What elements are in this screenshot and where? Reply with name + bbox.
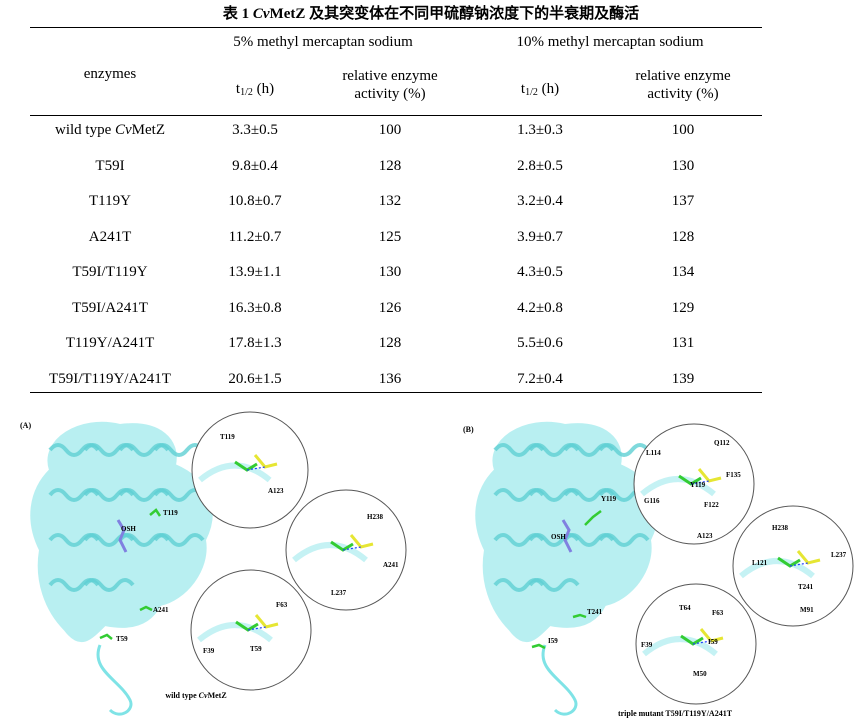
- zoom-label-q112: Q112: [714, 439, 730, 447]
- row-t10: 5.5±0.6: [517, 335, 563, 351]
- row-a5: 128: [378, 335, 402, 351]
- protein-cartoon-b: [475, 421, 658, 716]
- label-a241: A241: [153, 606, 169, 614]
- zoom-label-f39: F39: [641, 641, 653, 649]
- row-t10: 4.2±0.8: [517, 299, 563, 316]
- table-title: 表 1 CvMetZ 及其突变体在不同甲硫醇钠浓度下的半衰期及酶活: [222, 6, 640, 22]
- panel-a-label: (A): [20, 421, 31, 430]
- zoom-label-f39: F39: [203, 647, 215, 655]
- header-thalf-5: t1/2 (h): [235, 81, 275, 98]
- row-enzyme: A241T: [88, 228, 132, 245]
- label-t119: T119: [163, 509, 178, 517]
- zoom-label-h238: H238: [772, 524, 788, 532]
- zoom-circle-y119: [633, 423, 755, 545]
- bottom-rule: [30, 392, 762, 393]
- row-a10: 131: [671, 335, 695, 351]
- header-activity-10: relative enzyme activity (%): [635, 68, 731, 102]
- row-t5: 11.2±0.7: [228, 228, 282, 245]
- zoom-label-l237: L237: [831, 551, 847, 559]
- row-t10: 1.3±0.3: [517, 122, 563, 138]
- structure-figure: (A) T119 OSH A241 T59 T119 A123 H238 A241 L237 F63…: [20, 411, 854, 718]
- caption-a: wild type CvMetZ: [165, 691, 226, 700]
- row-enzyme: wild type CvMetZ: [55, 122, 165, 138]
- row-a10: 139: [671, 370, 695, 387]
- header-enzymes: enzymes: [83, 66, 137, 82]
- row-t10: 3.2±0.4: [517, 193, 563, 209]
- row-t10: 2.8±0.5: [517, 157, 563, 174]
- row-t5: 9.8±0.4: [232, 157, 278, 174]
- zoom-label-g116: G116: [644, 497, 660, 505]
- zoom-circle-a241: [285, 489, 407, 611]
- group-header-5: 5% methyl mercaptan sodium: [233, 34, 413, 50]
- row-t5: 3.3±0.5: [232, 122, 278, 138]
- row-enzyme: T119Y/A241T: [65, 335, 155, 351]
- zoom-label-l114: L114: [646, 449, 661, 457]
- header-rule: [30, 115, 762, 116]
- row-t10: 7.2±0.4: [517, 370, 563, 387]
- row-a5: 130: [378, 264, 402, 280]
- row-enzyme: T59I/T119Y/A241T: [49, 370, 171, 387]
- zoom-label-f135: F135: [726, 471, 741, 479]
- row-enzyme: T119Y: [89, 193, 131, 209]
- row-t5: 17.8±1.3: [228, 335, 282, 351]
- top-rule: [30, 27, 762, 28]
- label-y119: Y119: [601, 495, 617, 503]
- caption-b: triple mutant T59I/T119Y/A241T: [618, 709, 733, 718]
- label-i59: I59: [548, 637, 558, 645]
- zoom-label-m91: M91: [800, 606, 814, 614]
- zoom-label-m50: M50: [693, 670, 707, 678]
- group-header-10: 10% methyl mercaptan sodium: [516, 34, 704, 50]
- zoom-label-l237: L237: [331, 589, 347, 597]
- zoom-label-h238: H238: [367, 513, 383, 521]
- zoom-label-a123: A123: [268, 487, 284, 495]
- row-t5: 10.8±0.7: [228, 193, 282, 209]
- row-a5: 100: [378, 122, 402, 138]
- zoom-circle-t119: [191, 411, 309, 529]
- row-a5: 136: [378, 370, 402, 387]
- zoom-label-f122: F122: [704, 501, 719, 509]
- row-a10: 129: [671, 299, 695, 316]
- row-t10: 3.9±0.7: [517, 228, 563, 245]
- zoom-label-y119: Y119: [690, 481, 706, 489]
- row-enzyme: T59I: [95, 157, 125, 174]
- zoom-label-f63: F63: [276, 601, 288, 609]
- zoom-label-i59: I59: [708, 638, 718, 646]
- row-a10: 130: [671, 157, 695, 174]
- row-a10: 100: [671, 122, 695, 138]
- label-osh: OSH: [121, 525, 136, 533]
- header-thalf-10: t1/2 (h): [520, 81, 560, 98]
- zoom-circle-t241: [732, 505, 854, 627]
- row-enzyme: T59I/A241T: [72, 299, 148, 316]
- row-a5: 132: [378, 193, 402, 209]
- label-t241: T241: [587, 608, 603, 616]
- row-t5: 20.6±1.5: [228, 370, 282, 387]
- row-t5: 13.9±1.1: [228, 264, 282, 280]
- header-activity-5: relative enzyme activity (%): [342, 68, 438, 102]
- zoom-circle-t59: [190, 569, 312, 691]
- row-a5: 128: [378, 157, 402, 174]
- zoom-label-a241: A241: [383, 561, 399, 569]
- row-a10: 134: [671, 264, 695, 280]
- zoom-circle-i59: [635, 583, 757, 705]
- row-a5: 125: [378, 228, 402, 245]
- row-t10: 4.3±0.5: [517, 264, 563, 280]
- zoom-label-l121: L121: [752, 559, 768, 567]
- row-enzyme: T59I/T119Y: [72, 264, 148, 280]
- zoom-label-f63: F63: [712, 609, 724, 617]
- zoom-label-t64: T64: [679, 604, 691, 612]
- row-a10: 128: [671, 228, 695, 245]
- panel-b-label: (B): [463, 425, 474, 434]
- zoom-label-t119: T119: [220, 433, 235, 441]
- protein-cartoon-a: [30, 421, 213, 716]
- row-t5: 16.3±0.8: [228, 299, 282, 316]
- zoom-label-t59: T59: [250, 645, 262, 653]
- row-a10: 137: [671, 193, 695, 209]
- label-osh: OSH: [551, 533, 566, 541]
- zoom-label-t241: T241: [798, 583, 814, 591]
- label-t59: T59: [116, 635, 128, 643]
- zoom-label-a123: A123: [697, 532, 713, 540]
- row-a5: 126: [378, 299, 402, 316]
